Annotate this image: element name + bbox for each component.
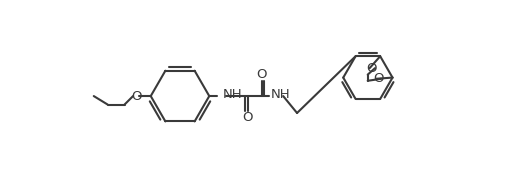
Text: O: O — [131, 90, 141, 103]
Text: NH: NH — [222, 88, 242, 101]
Text: NH: NH — [271, 88, 291, 101]
Text: O: O — [242, 111, 253, 124]
Text: O: O — [256, 68, 267, 81]
Text: O: O — [373, 72, 383, 85]
Text: O: O — [367, 62, 377, 75]
